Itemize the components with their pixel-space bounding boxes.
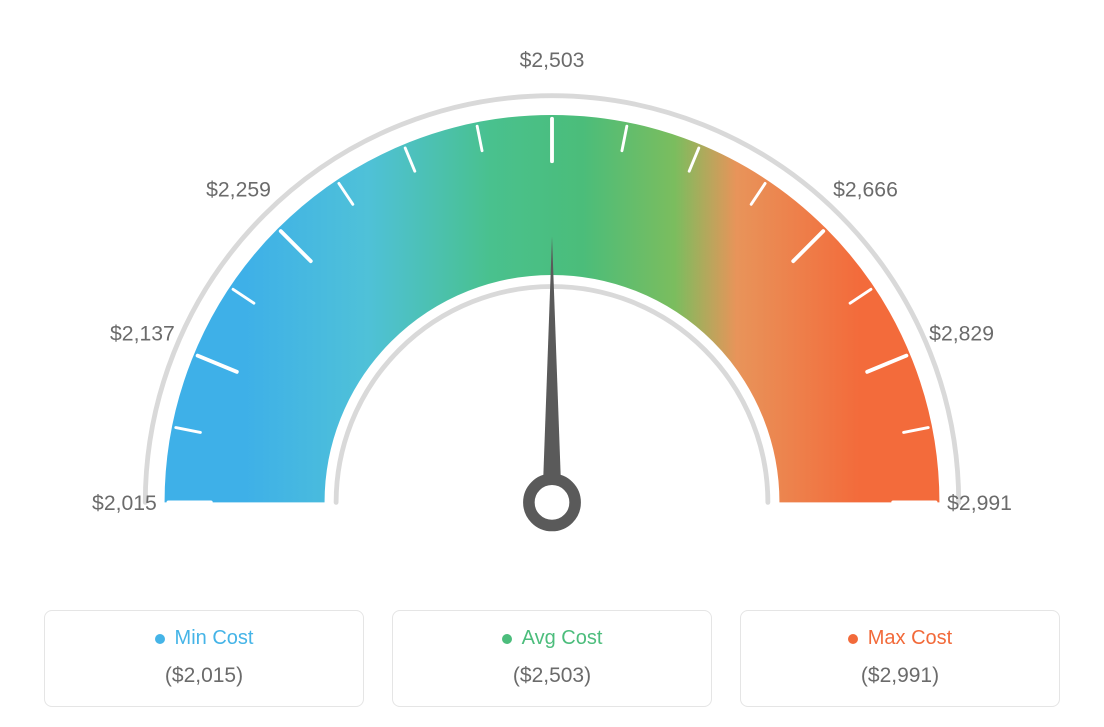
legend-value-avg: ($2,503) — [413, 664, 691, 688]
svg-text:$2,259: $2,259 — [206, 179, 271, 202]
legend-row: Min Cost ($2,015) Avg Cost ($2,503) Max … — [20, 610, 1084, 707]
svg-text:$2,666: $2,666 — [833, 179, 898, 202]
gauge-svg: $2,015 $2,137 $2,259 $2,503 $2,666 $2,829 $2,9… — [20, 20, 1084, 580]
svg-text:$2,503: $2,503 — [520, 49, 585, 72]
legend-title-min: Min Cost — [175, 627, 254, 650]
svg-text:$2,991: $2,991 — [947, 492, 1012, 515]
svg-text:$2,015: $2,015 — [92, 492, 157, 515]
svg-text:$2,829: $2,829 — [929, 322, 994, 345]
svg-text:$2,137: $2,137 — [110, 322, 175, 345]
legend-value-max: ($2,991) — [761, 664, 1039, 688]
legend-title-avg: Avg Cost — [522, 627, 603, 650]
legend-value-min: ($2,015) — [65, 664, 343, 688]
legend-title-row: Avg Cost — [413, 627, 691, 650]
legend-dot-min — [155, 634, 165, 644]
legend-title-max: Max Cost — [868, 627, 952, 650]
legend-card-avg: Avg Cost ($2,503) — [392, 610, 712, 707]
legend-dot-max — [848, 634, 858, 644]
legend-dot-avg — [502, 634, 512, 644]
legend-title-row: Max Cost — [761, 627, 1039, 650]
legend-title-row: Min Cost — [65, 627, 343, 650]
legend-card-max: Max Cost ($2,991) — [740, 610, 1060, 707]
gauge-chart: $2,015 $2,137 $2,259 $2,503 $2,666 $2,829 $2,9… — [20, 20, 1084, 580]
legend-card-min: Min Cost ($2,015) — [44, 610, 364, 707]
